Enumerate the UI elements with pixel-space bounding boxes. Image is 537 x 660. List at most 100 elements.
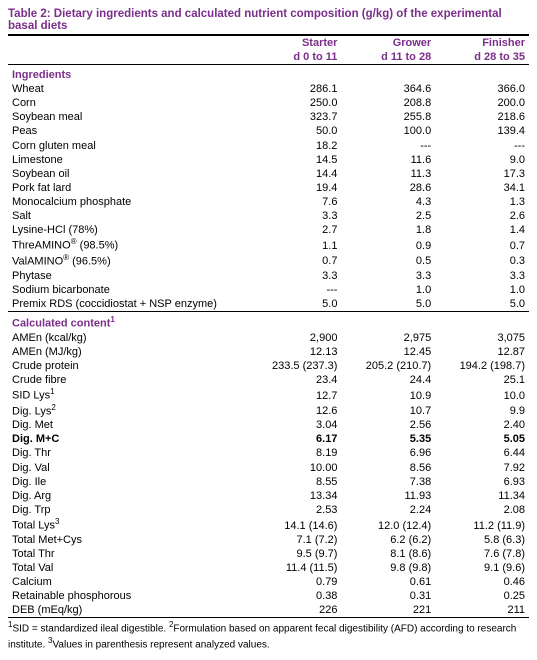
ingredient-label: Salt	[8, 209, 248, 223]
section-ingredients: Ingredients	[8, 65, 529, 83]
cell-value: 12.45	[341, 345, 435, 359]
cell-value: 2.5	[341, 209, 435, 223]
cell-value: 2,900	[248, 331, 342, 345]
cell-value: 6.93	[435, 475, 529, 489]
cell-value: 12.6	[248, 403, 342, 419]
cell-value: 34.1	[435, 181, 529, 195]
ingredient-label: ValAMINO® (96.5%)	[8, 253, 248, 269]
table-row: Dig. Thr8.196.966.44	[8, 446, 529, 460]
table-row: AMEn (kcal/kg)2,9002,9753,075	[8, 331, 529, 345]
cell-value: 11.93	[341, 489, 435, 503]
cell-value: 208.8	[341, 96, 435, 110]
table-row: Retainable phosphorous0.380.310.25	[8, 589, 529, 603]
table-row: Limestone14.511.69.0	[8, 153, 529, 167]
cell-value: 0.9	[341, 237, 435, 253]
ingredient-label: Sodium bicarbonate	[8, 283, 248, 297]
cell-value: 13.34	[248, 489, 342, 503]
table-row: Wheat286.1364.6366.0	[8, 82, 529, 96]
cell-value: 233.5 (237.3)	[248, 359, 342, 373]
cell-value: 10.9	[341, 387, 435, 403]
cell-value: 14.1 (14.6)	[248, 517, 342, 533]
ingredient-label: Pork fat lard	[8, 181, 248, 195]
cell-value: 11.3	[341, 167, 435, 181]
cell-value: 3.04	[248, 418, 342, 432]
table-row: Sodium bicarbonate---1.01.0	[8, 283, 529, 297]
calc-label: Crude protein	[8, 359, 248, 373]
calc-label: Dig. M+C	[8, 432, 248, 446]
table-row: Dig. Arg13.3411.9311.34	[8, 489, 529, 503]
table-row: Lysine-HCl (78%)2.71.81.4	[8, 223, 529, 237]
cell-value: 5.8 (6.3)	[435, 533, 529, 547]
cell-value: 5.0	[341, 297, 435, 312]
ingredient-label: Limestone	[8, 153, 248, 167]
cell-value: 0.38	[248, 589, 342, 603]
calc-label: AMEn (kcal/kg)	[8, 331, 248, 345]
cell-value: 7.6 (7.8)	[435, 547, 529, 561]
cell-value: 211	[435, 603, 529, 618]
calc-label: Dig. Val	[8, 461, 248, 475]
table-title: Table 2: Dietary ingredients and calcula…	[8, 8, 529, 32]
cell-value: 28.6	[341, 181, 435, 195]
table-footnote: 1SID = standardized ileal digestible. 2F…	[8, 620, 529, 652]
cell-value: ---	[435, 139, 529, 153]
cell-value: 0.61	[341, 575, 435, 589]
col-header-2: Finisher	[435, 35, 529, 50]
cell-value: 7.1 (7.2)	[248, 533, 342, 547]
col-header-1: Grower	[341, 35, 435, 50]
ingredient-label: ThreAMINO® (98.5%)	[8, 237, 248, 253]
table-row: Calcium0.790.610.46	[8, 575, 529, 589]
cell-value: 50.0	[248, 124, 342, 138]
cell-value: 1.1	[248, 237, 342, 253]
cell-value: 25.1	[435, 373, 529, 387]
cell-value: 221	[341, 603, 435, 618]
ingredient-label: Lysine-HCl (78%)	[8, 223, 248, 237]
cell-value: 23.4	[248, 373, 342, 387]
cell-value: 0.46	[435, 575, 529, 589]
cell-value: 7.92	[435, 461, 529, 475]
cell-value: 4.3	[341, 195, 435, 209]
cell-value: 1.8	[341, 223, 435, 237]
cell-value: 3.3	[435, 269, 529, 283]
cell-value: 2.24	[341, 503, 435, 517]
cell-value: 6.44	[435, 446, 529, 460]
table-row: Total Thr9.5 (9.7)8.1 (8.6)7.6 (7.8)	[8, 547, 529, 561]
cell-value: 1.0	[435, 283, 529, 297]
cell-value: 2.08	[435, 503, 529, 517]
calc-label: Calcium	[8, 575, 248, 589]
cell-value: 250.0	[248, 96, 342, 110]
calc-label: Crude fibre	[8, 373, 248, 387]
cell-value: 5.35	[341, 432, 435, 446]
calc-label: Dig. Trp	[8, 503, 248, 517]
table-row: Total Val11.4 (11.5)9.8 (9.8)9.1 (9.6)	[8, 561, 529, 575]
table-row: Monocalcium phosphate7.64.31.3	[8, 195, 529, 209]
section-calculated: Calculated content1	[8, 311, 529, 330]
cell-value: 0.79	[248, 575, 342, 589]
table-row: Dig. Trp2.532.242.08	[8, 503, 529, 517]
cell-value: 14.4	[248, 167, 342, 181]
cell-value: 24.4	[341, 373, 435, 387]
cell-value: 194.2 (198.7)	[435, 359, 529, 373]
table-row: Crude protein233.5 (237.3)205.2 (210.7)1…	[8, 359, 529, 373]
cell-value: 12.87	[435, 345, 529, 359]
cell-value: 2.56	[341, 418, 435, 432]
cell-value: 3.3	[341, 269, 435, 283]
cell-value: 0.5	[341, 253, 435, 269]
col-range-0: d 0 to 11	[248, 50, 342, 65]
cell-value: 7.6	[248, 195, 342, 209]
cell-value: 9.5 (9.7)	[248, 547, 342, 561]
table-row: Corn gluten meal18.2------	[8, 139, 529, 153]
calc-label: AMEn (MJ/kg)	[8, 345, 248, 359]
ingredient-label: Premix RDS (coccidiostat + NSP enzyme)	[8, 297, 248, 312]
calc-label: Dig. Ile	[8, 475, 248, 489]
table-row: AMEn (MJ/kg)12.1312.4512.87	[8, 345, 529, 359]
cell-value: 8.56	[341, 461, 435, 475]
table-row: Dig. Val10.008.567.92	[8, 461, 529, 475]
ingredient-label: Corn gluten meal	[8, 139, 248, 153]
ingredient-label: Phytase	[8, 269, 248, 283]
cell-value: 366.0	[435, 82, 529, 96]
cell-value: 0.7	[248, 253, 342, 269]
cell-value: 5.0	[435, 297, 529, 312]
cell-value: 5.0	[248, 297, 342, 312]
calc-label: Total Val	[8, 561, 248, 575]
calc-label: Total Thr	[8, 547, 248, 561]
